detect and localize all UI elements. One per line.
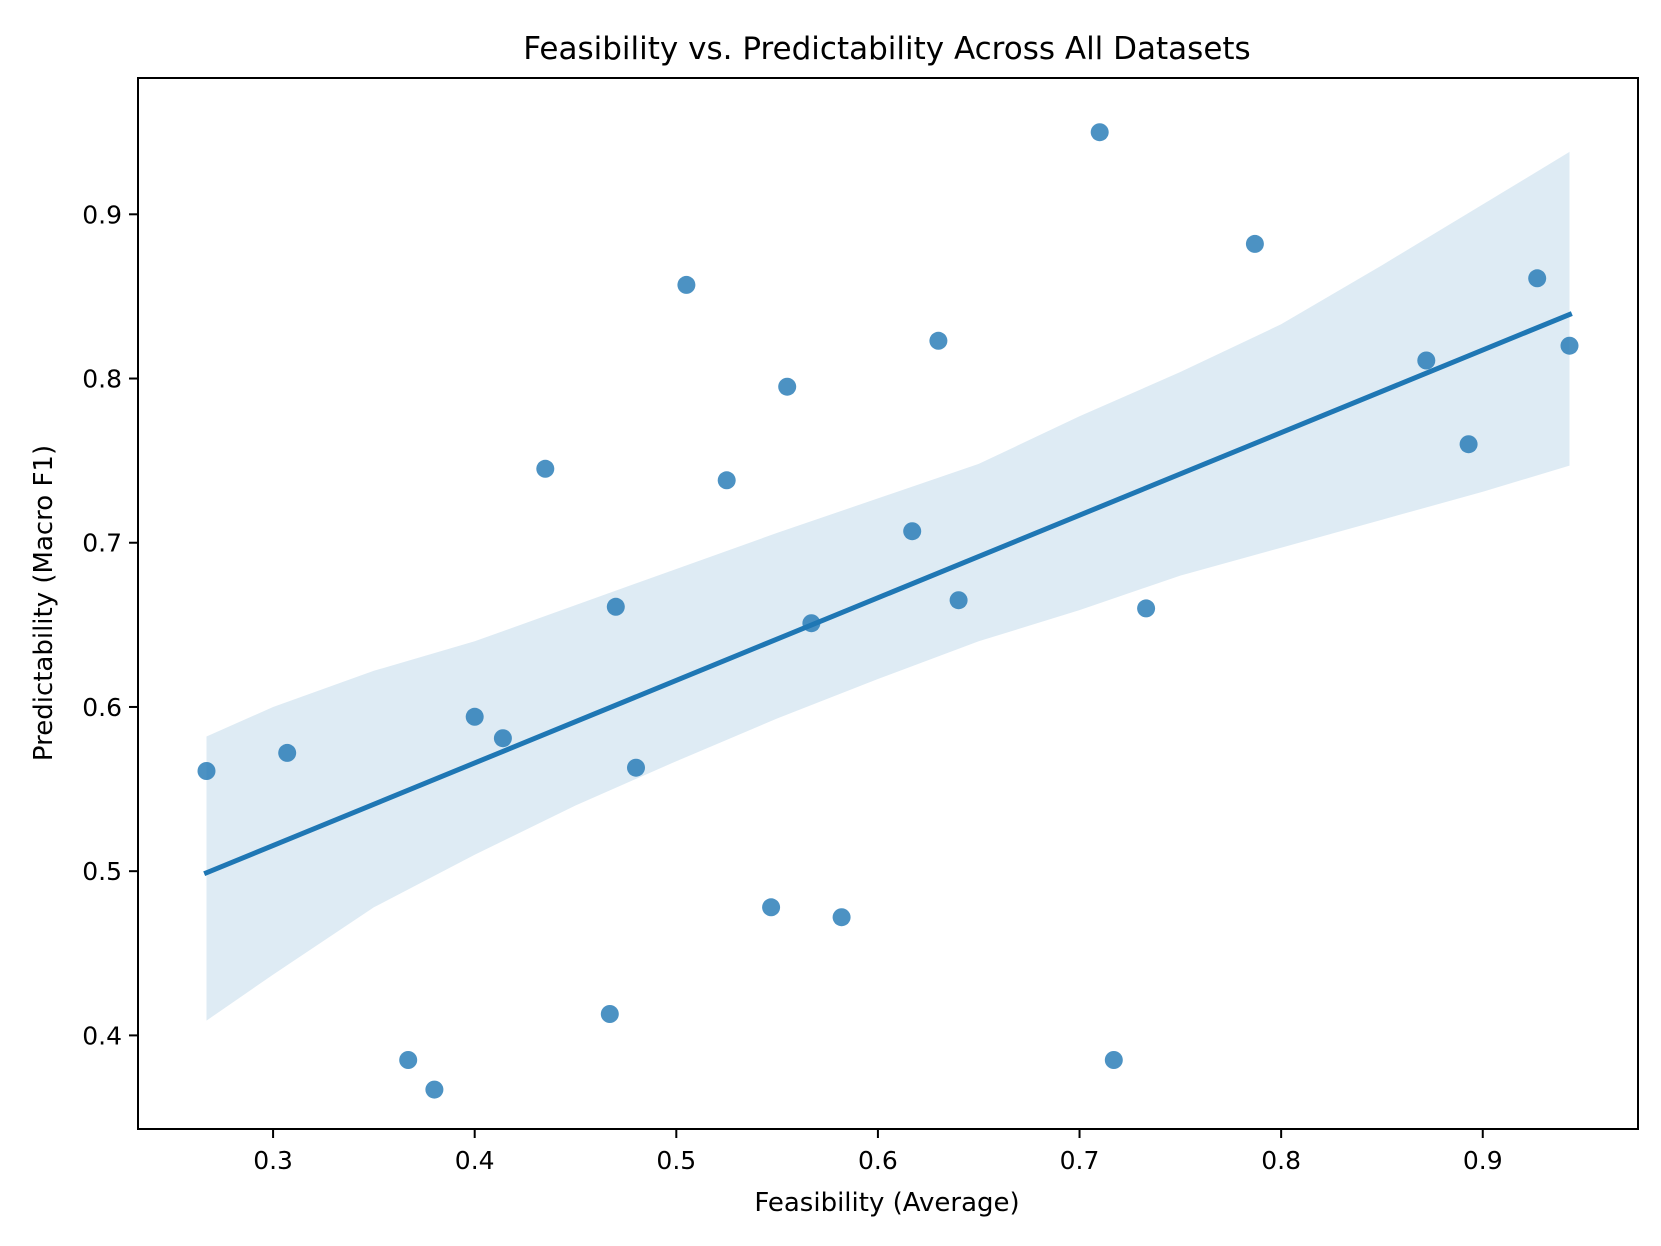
data-point <box>1528 269 1547 288</box>
x-tick-label: 0.3 <box>253 1146 293 1175</box>
data-point <box>1417 351 1436 370</box>
plot-area <box>197 123 1579 1099</box>
axes: 0.3 0.4 0.5 0.6 0.7 0.8 0.9 0.4 0.5 0.6 0.7 0.8 0.9 <box>82 77 1639 1175</box>
x-tick-label: 0.8 <box>1261 1146 1301 1175</box>
data-point <box>1560 336 1579 355</box>
y-tick-label: 0.9 <box>82 200 122 229</box>
data-point <box>717 471 736 490</box>
data-point <box>1459 435 1478 454</box>
data-point <box>399 1051 418 1069</box>
x-tick-label: 0.9 <box>1463 1146 1503 1175</box>
regression-line <box>203 311 1573 877</box>
y-tick-label: 0.4 <box>82 1021 122 1050</box>
data-point <box>903 522 922 541</box>
data-point <box>493 729 512 748</box>
data-point <box>278 743 297 762</box>
data-point <box>425 1080 444 1099</box>
chart-title: Feasibility vs. Predictability Across Al… <box>523 31 1250 67</box>
x-tick-label: 0.6 <box>858 1146 898 1175</box>
data-point <box>949 591 968 610</box>
x-tick-label: 0.4 <box>455 1146 495 1175</box>
y-tick-label: 0.7 <box>82 529 122 558</box>
y-tick-label: 0.5 <box>82 857 122 886</box>
x-axis-label: Feasibility (Average) <box>754 1188 1019 1218</box>
data-point <box>600 1005 619 1023</box>
x-tick-label: 0.7 <box>1060 1146 1100 1175</box>
data-point <box>465 707 484 726</box>
data-point <box>778 377 797 396</box>
data-point <box>832 908 851 927</box>
data-point <box>1245 234 1264 253</box>
data-point <box>1090 123 1109 142</box>
data-point <box>606 597 625 616</box>
data-point <box>677 275 696 294</box>
y-tick-label: 0.6 <box>82 693 122 722</box>
confidence-band <box>206 151 1570 1021</box>
data-point <box>536 459 555 478</box>
data-point <box>1104 1051 1123 1069</box>
data-point <box>762 898 781 917</box>
y-axis-label: Predictability (Macro F1) <box>29 445 59 761</box>
data-point <box>627 758 645 777</box>
data-point <box>1137 599 1156 618</box>
y-tick-label: 0.8 <box>82 365 122 394</box>
x-tick-label: 0.5 <box>656 1146 696 1175</box>
data-point <box>197 762 216 780</box>
plot-frame <box>137 77 1639 1130</box>
data-point <box>929 331 948 350</box>
